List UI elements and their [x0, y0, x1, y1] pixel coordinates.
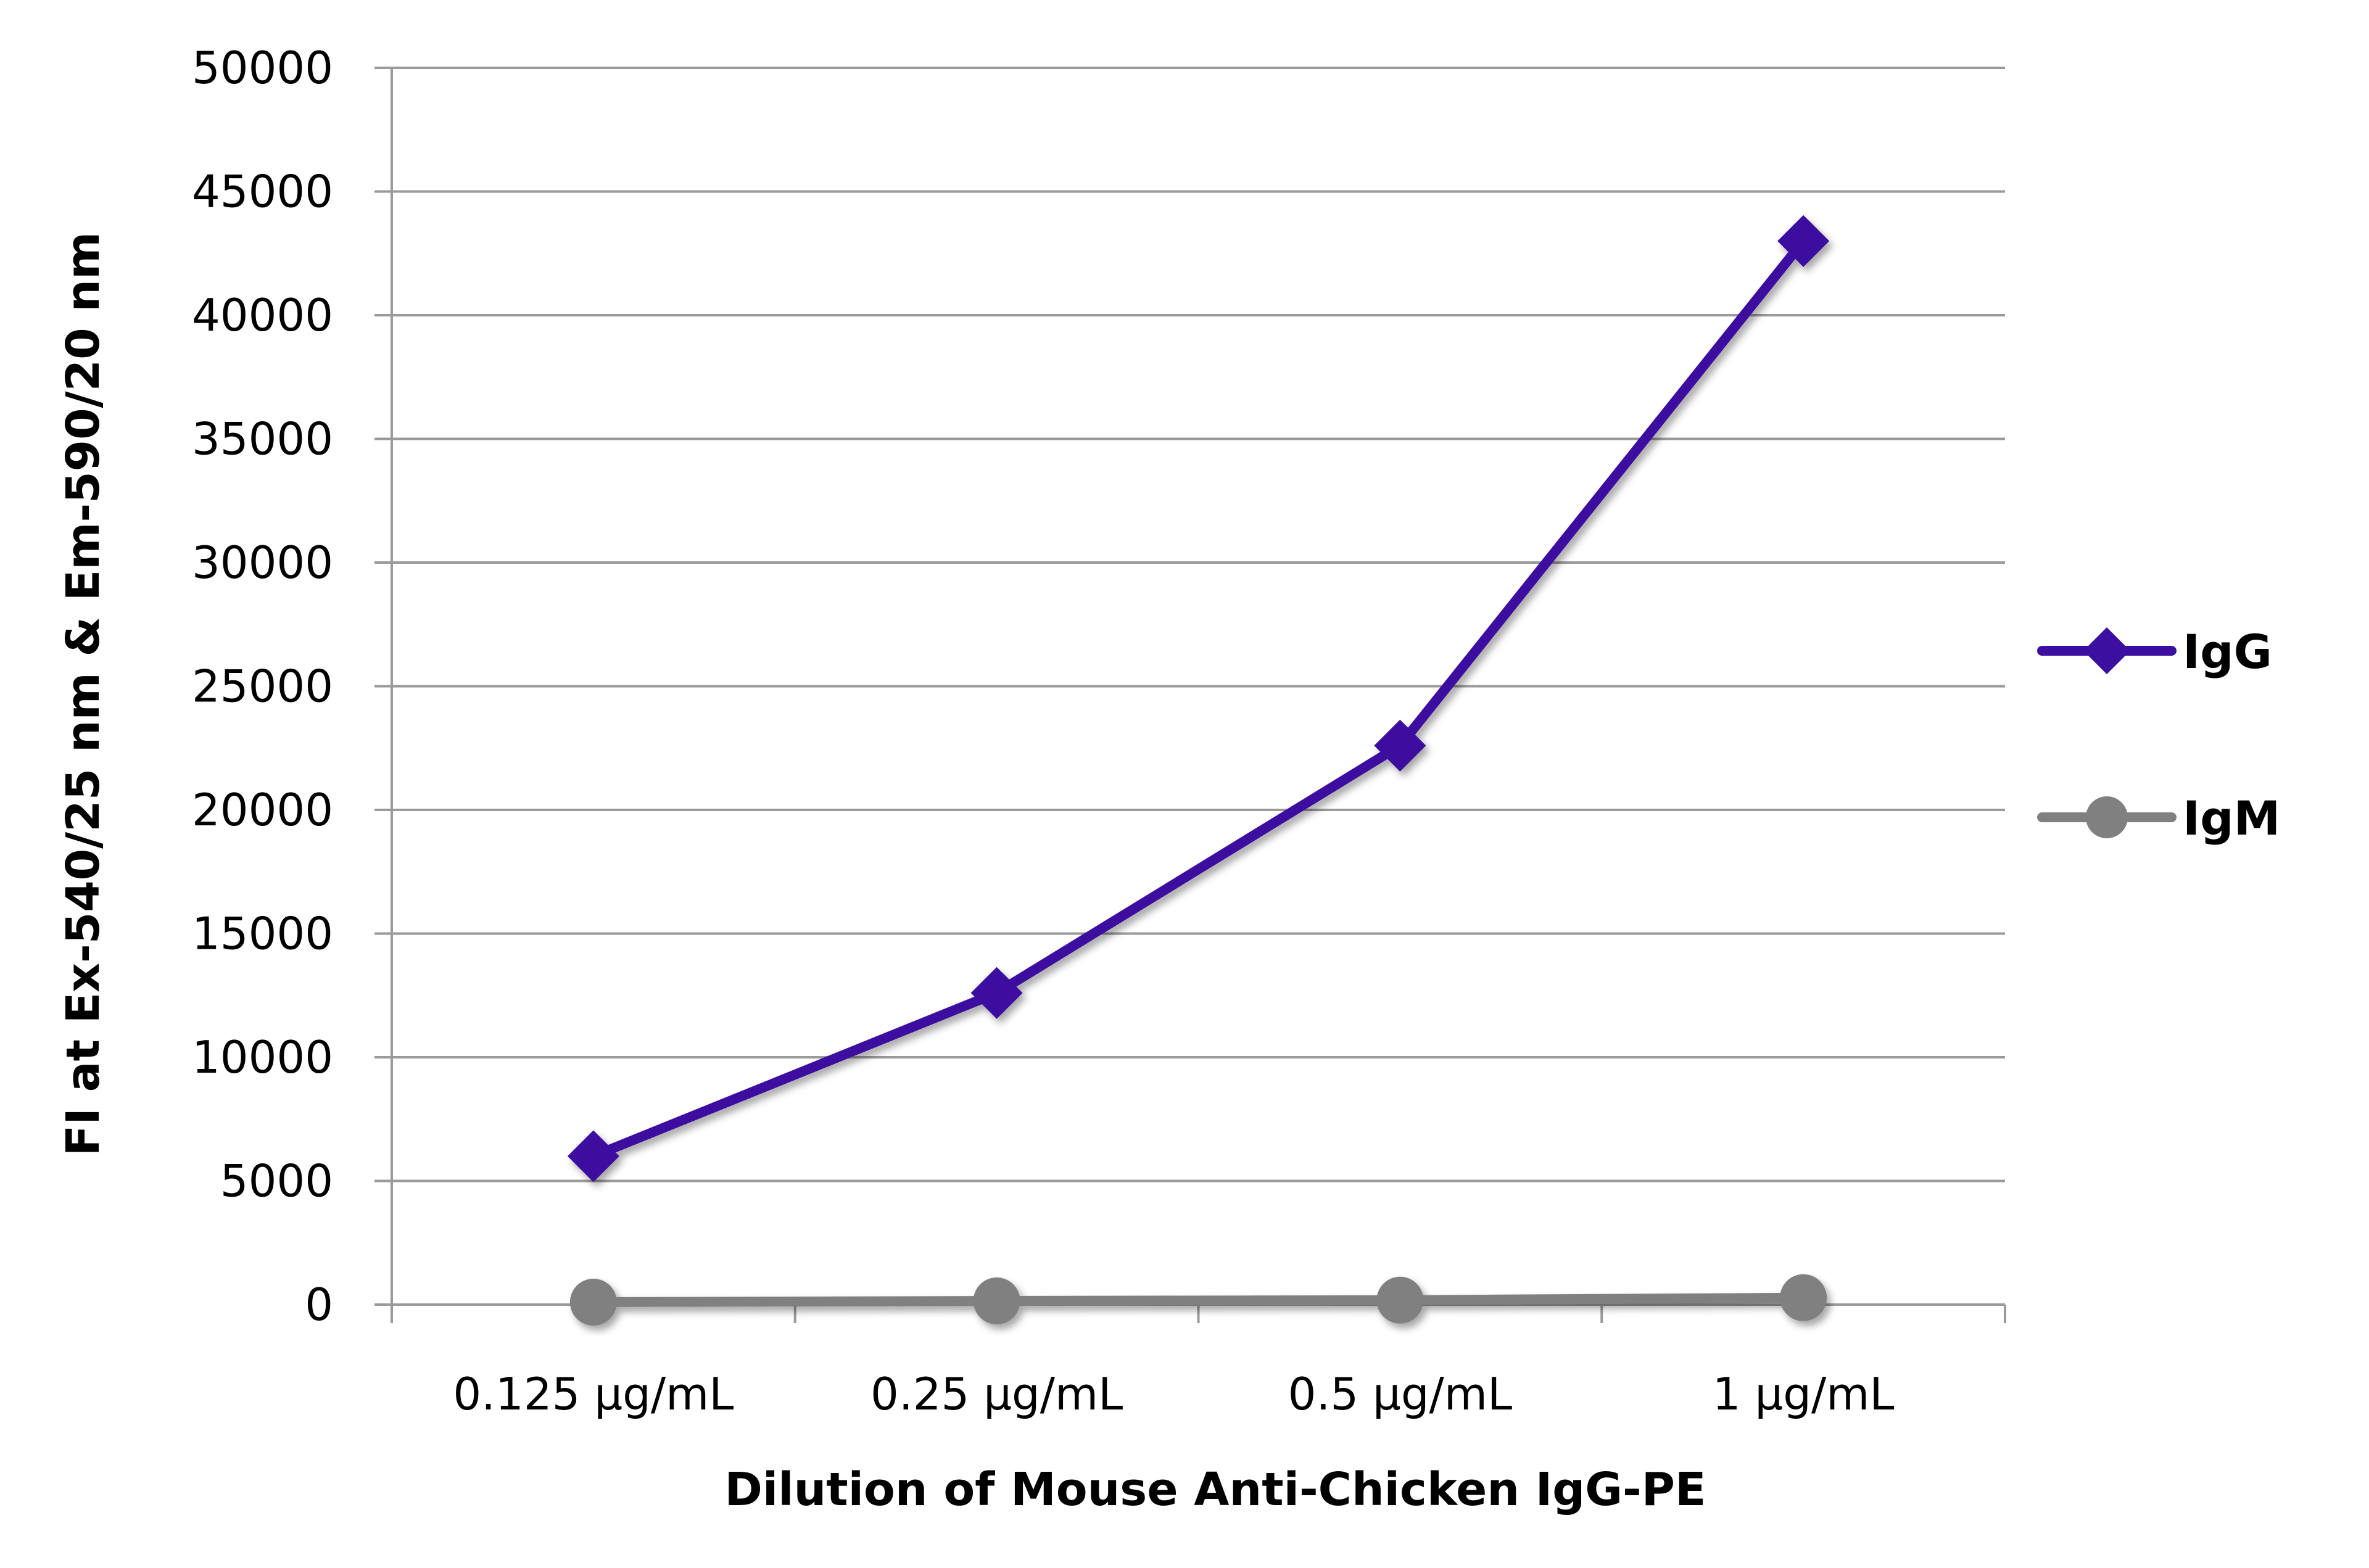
y-tick-label: 25000 [192, 661, 333, 712]
legend-label: IgG [2183, 624, 2272, 679]
series-igg [567, 215, 1830, 1182]
x-axis-title: Dilution of Mouse Anti-Chicken IgG-PE [724, 1463, 1706, 1516]
series-layer [567, 215, 1830, 1326]
axes: 0 5000 10000 15000 20000 25000 30000 35000 40000… [192, 42, 2006, 1420]
data-point [567, 1130, 619, 1182]
data-point [1376, 1276, 1424, 1324]
y-tick-label: 30000 [192, 537, 333, 588]
y-tick-label: 15000 [192, 908, 333, 960]
y-tick-label: 20000 [192, 784, 333, 836]
data-point [970, 967, 1023, 1019]
data-point [973, 1277, 1020, 1324]
y-tick-label: 50000 [192, 42, 333, 94]
x-tick-label: 0.5 µg/mL [1288, 1368, 1512, 1420]
legend: IgG IgM [2037, 624, 2280, 846]
series-line [588, 1292, 1809, 1307]
gridlines [392, 67, 2005, 1182]
legend-swatch-marker [2083, 627, 2130, 674]
y-tick-label: 45000 [192, 166, 333, 218]
y-tick-label: 10000 [192, 1031, 333, 1083]
y-tick-label: 0 [305, 1279, 333, 1331]
x-tick-label: 0.125 µg/mL [453, 1368, 734, 1420]
data-point [1777, 215, 1830, 267]
data-point [1780, 1274, 1827, 1321]
legend-item: IgM [2037, 791, 2280, 846]
series-igm [569, 1274, 1827, 1326]
y-tick-label: 40000 [192, 289, 333, 341]
y-tick-label: 35000 [192, 413, 333, 465]
x-tick-label: 1 µg/mL [1713, 1368, 1895, 1420]
y-tick-label: 5000 [220, 1155, 333, 1207]
data-point [1374, 719, 1426, 772]
series-line [588, 236, 1809, 1162]
x-tick-label: 0.25 µg/mL [870, 1368, 1123, 1420]
legend-swatch-marker [2086, 796, 2128, 838]
legend-item: IgG [2037, 624, 2272, 679]
legend-label: IgM [2183, 791, 2280, 846]
data-point [569, 1278, 617, 1326]
y-axis-title: FI at Ex-540/25 nm & Em-590/20 nm [57, 232, 110, 1156]
